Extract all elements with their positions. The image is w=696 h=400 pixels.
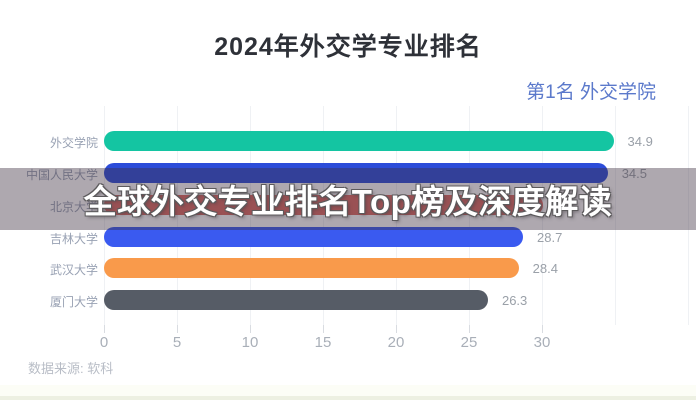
bar-value-label: 28.7	[537, 230, 563, 245]
chart-title: 2024年外交学专业排名	[214, 33, 482, 61]
headline-overlay-banner: 全球外交专业排名Top榜及深度解读	[0, 168, 696, 230]
gridline-x30	[542, 106, 543, 325]
bar	[104, 258, 519, 278]
axis-tick-x30	[542, 325, 543, 333]
axis-tick-label-x20: 20	[387, 334, 405, 351]
axis-tick-label-x30: 30	[533, 334, 551, 351]
axis-tick-x15	[323, 325, 324, 333]
bar	[104, 227, 524, 247]
axis-tick-x10	[250, 325, 251, 333]
gridline-x35	[615, 106, 616, 325]
axis-tick-x0	[104, 325, 105, 333]
bar	[104, 290, 488, 310]
category-label: 中国人民大学	[25, 168, 98, 182]
category-label: 吉林大学	[49, 232, 98, 246]
rank-annotation: 第1名 外交学院	[526, 82, 656, 103]
bar	[104, 163, 608, 183]
axis-tick-label-x25: 25	[460, 334, 478, 351]
gridline-x0	[104, 106, 105, 325]
bar	[104, 195, 544, 215]
gridline-x10	[250, 106, 251, 325]
axis-tick-label-x10: 10	[241, 334, 259, 351]
category-label: 厦门大学	[49, 295, 98, 309]
gridline-x25	[469, 106, 470, 325]
bar-value-label: 34.9	[627, 134, 653, 149]
axis-tick-x25	[469, 325, 470, 333]
bar-value-label: 26.3	[501, 293, 528, 308]
gridline-x40	[688, 106, 689, 325]
category-label: 武汉大学	[49, 263, 98, 277]
gridline-x5	[177, 106, 178, 325]
gridline-x15	[323, 106, 324, 325]
gridline-x20	[396, 106, 397, 325]
axis-tick-x20	[396, 325, 397, 333]
category-label: 北京大学	[49, 200, 98, 214]
bar-value-label: 28.4	[532, 261, 558, 276]
axis-tick-label-x0: 0	[99, 334, 109, 351]
headline-overlay-text: 全球外交专业排名Top榜及深度解读	[83, 183, 613, 220]
bar	[104, 131, 614, 151]
axis-tick-x5	[177, 325, 178, 333]
bar-value-label: 34.5	[621, 166, 647, 181]
category-label: 外交学院	[49, 136, 98, 150]
axis-tick-label-x15: 15	[314, 334, 332, 351]
data-source-note: 数据来源: 软科	[28, 361, 114, 376]
bottom-edge-line	[0, 396, 696, 400]
axis-tick-label-x5: 5	[172, 334, 182, 351]
